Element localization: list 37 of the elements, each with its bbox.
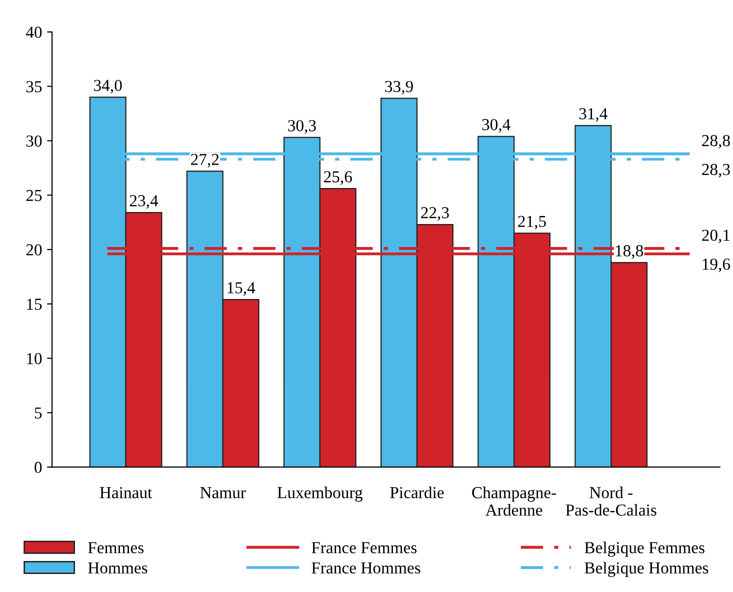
data-label: 23,4 bbox=[130, 195, 158, 209]
legend-label: Belgique Femmes bbox=[584, 542, 704, 557]
data-label: 18,8 bbox=[616, 245, 644, 259]
text: 20,1 bbox=[702, 230, 730, 244]
data-label: 30,3 bbox=[288, 120, 316, 134]
y-tick-label: 20 bbox=[26, 244, 42, 256]
legend-label: Hommes bbox=[88, 562, 148, 574]
data-label: 25,6 bbox=[324, 171, 352, 185]
data-label: 30,4 bbox=[482, 118, 510, 133]
data-label: 21,5 bbox=[518, 216, 546, 230]
legend-label: France Hommes bbox=[312, 562, 420, 574]
x-tick-label: Namur bbox=[200, 487, 246, 498]
x-tick-label: Champagne- Ardenne bbox=[472, 486, 556, 516]
x-tick-label: Picardie bbox=[390, 486, 444, 498]
data-label: 31,4 bbox=[579, 108, 608, 122]
data-label: 22,3 bbox=[421, 207, 449, 221]
text: 28,3 bbox=[702, 164, 730, 178]
legend-label: Femmes bbox=[88, 542, 144, 554]
x-tick-label: Luxembourg bbox=[278, 486, 363, 502]
text: 19,6 bbox=[702, 258, 730, 272]
y-tick-label: 35 bbox=[26, 81, 42, 92]
legend-label: Belgique Hommes bbox=[584, 562, 708, 577]
y-tick-label: 10 bbox=[27, 353, 42, 364]
y-tick-label: 0 bbox=[34, 462, 42, 474]
x-tick-label: Nord - Pas-de-Calais bbox=[566, 486, 656, 516]
y-tick-label: 40 bbox=[26, 26, 42, 38]
x-tick-label: Hainaut bbox=[100, 487, 152, 498]
data-label: 33,9 bbox=[385, 80, 413, 95]
y-tick-label: 5 bbox=[34, 408, 42, 419]
y-tick-label: 25 bbox=[26, 190, 42, 202]
data-label: 27,2 bbox=[191, 154, 219, 168]
y-tick-label: 30 bbox=[26, 135, 42, 147]
text: 28,8 bbox=[702, 135, 730, 149]
data-label: 15,4 bbox=[228, 282, 256, 296]
legend-label: France Femmes bbox=[312, 542, 417, 554]
data-label: 34,0 bbox=[94, 80, 122, 94]
y-tick-label: 15 bbox=[27, 298, 42, 310]
